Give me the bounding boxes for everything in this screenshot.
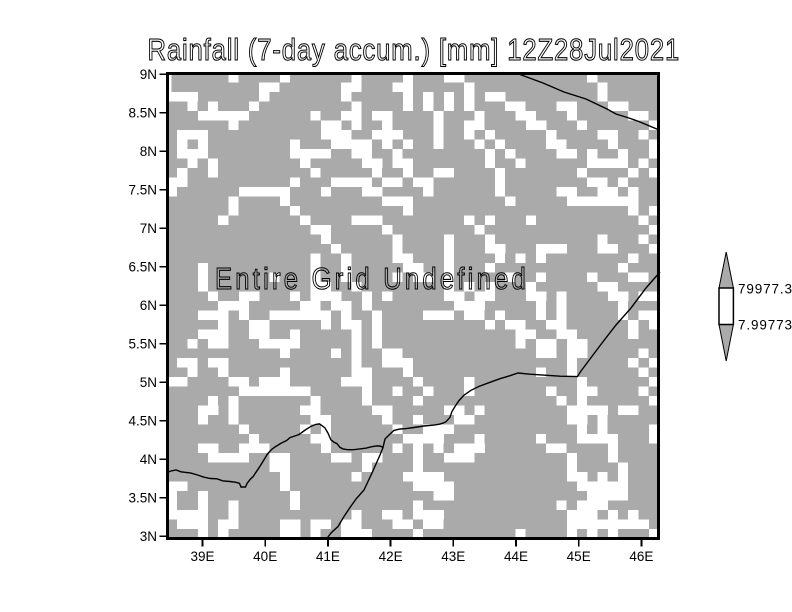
svg-text:41E: 41E <box>316 549 340 564</box>
svg-text:5N: 5N <box>140 375 157 390</box>
svg-text:43E: 43E <box>441 549 465 564</box>
svg-text:6.5N: 6.5N <box>128 259 157 274</box>
svg-text:8N: 8N <box>140 144 157 159</box>
svg-text:3.5N: 3.5N <box>128 490 157 505</box>
svg-text:7.99773: 7.99773 <box>738 318 792 333</box>
svg-text:Rainfall (7-day accum.) [mm] 1: Rainfall (7-day accum.) [mm] 12Z28Jul202… <box>148 33 680 67</box>
svg-text:42E: 42E <box>379 549 403 564</box>
svg-text:4N: 4N <box>140 452 157 467</box>
svg-text:39E: 39E <box>190 549 214 564</box>
svg-text:79977.3: 79977.3 <box>738 282 792 297</box>
svg-text:9N: 9N <box>140 67 157 82</box>
svg-text:4.5N: 4.5N <box>128 413 157 428</box>
svg-text:44E: 44E <box>504 549 528 564</box>
svg-text:8.5N: 8.5N <box>128 105 157 120</box>
svg-text:7N: 7N <box>140 221 157 236</box>
svg-text:7.5N: 7.5N <box>128 182 157 197</box>
svg-text:6N: 6N <box>140 298 157 313</box>
svg-text:40E: 40E <box>253 549 277 564</box>
svg-text:46E: 46E <box>629 549 653 564</box>
svg-text:45E: 45E <box>567 549 591 564</box>
svg-text:5.5N: 5.5N <box>128 336 157 351</box>
svg-text:3N: 3N <box>140 529 157 544</box>
